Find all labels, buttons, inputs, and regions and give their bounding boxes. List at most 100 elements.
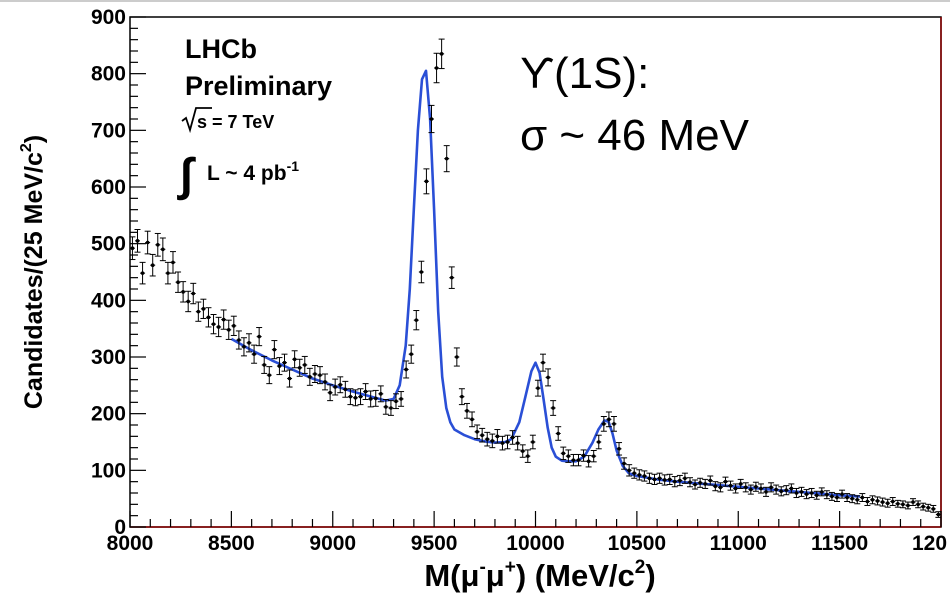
data-point [154, 232, 161, 257]
data-marker [216, 325, 221, 329]
data-point [327, 384, 334, 402]
data-point [220, 309, 227, 330]
data-point [540, 353, 547, 372]
data-marker [708, 478, 713, 483]
data-marker [404, 367, 408, 372]
data-point [610, 416, 617, 432]
data-marker [444, 156, 449, 161]
data-point [311, 365, 318, 383]
data-point [813, 490, 820, 500]
data-marker [860, 495, 865, 500]
x-title-part-1: M(μ [424, 558, 479, 593]
data-marker [313, 372, 317, 376]
x-title-sup-2: + [505, 557, 516, 578]
data-point [717, 482, 724, 493]
data-marker [799, 490, 804, 494]
y-tick-label: 900 [91, 6, 126, 29]
data-marker [825, 492, 829, 497]
y-tick-label: 500 [91, 233, 126, 256]
data-point [230, 315, 237, 336]
data-point [519, 444, 526, 458]
data-point [844, 493, 851, 502]
data-point [463, 402, 470, 419]
data-marker [379, 392, 383, 396]
data-marker [901, 502, 905, 507]
data-marker [551, 406, 555, 410]
luminosity-label: L ~ 4 pb-1 [207, 158, 299, 185]
data-point [823, 490, 830, 500]
data-marker [308, 375, 312, 379]
data-marker [429, 117, 434, 121]
data-point [377, 385, 384, 403]
y-tick-label: 200 [91, 403, 126, 426]
data-point [458, 388, 465, 406]
x-axis-title: M(μ-μ+) (MeV/c2) [424, 557, 655, 593]
data-point [509, 430, 516, 445]
data-marker [525, 454, 530, 458]
data-marker [536, 386, 540, 390]
data-marker [632, 471, 637, 475]
resolution-label: σ ~ 46 MeV [520, 111, 750, 160]
data-marker [896, 501, 900, 506]
y-tick-label: 300 [91, 346, 126, 369]
data-marker [835, 495, 839, 500]
energy-label: s = 7 TeV [197, 112, 274, 132]
data-point [666, 473, 673, 485]
data-marker [880, 500, 885, 504]
data-point [555, 426, 562, 441]
x-title-part-3: ) (MeV/c [516, 558, 635, 593]
data-marker [591, 454, 596, 458]
x-tick-labels: 8000 8500 9000 9500 10000 10500 11000 11500 120 [107, 532, 947, 555]
x-tick-label: 120 [912, 532, 947, 555]
x-tick-label: 10000 [506, 532, 564, 555]
data-marker [191, 291, 196, 296]
x-tick-label: 11000 [710, 532, 767, 555]
data-point [884, 498, 891, 508]
data-point [849, 494, 856, 504]
data-point [676, 474, 683, 487]
data-marker [718, 485, 723, 490]
data-marker [247, 341, 251, 345]
data-point [646, 472, 653, 484]
data-point [347, 388, 354, 406]
data-point [757, 483, 764, 494]
data-marker [698, 481, 702, 485]
data-point [494, 429, 501, 444]
energy-symbol: s [197, 112, 207, 132]
data-point [570, 453, 577, 467]
data-point [864, 497, 871, 506]
data-point [479, 427, 486, 443]
data-marker [318, 373, 322, 377]
data-point [712, 481, 719, 492]
data-point [839, 489, 846, 499]
data-point [773, 484, 780, 495]
data-marker [292, 357, 297, 362]
data-point [524, 449, 531, 463]
data-marker [221, 317, 226, 322]
data-marker [607, 417, 611, 422]
data-marker [510, 435, 515, 440]
data-point [904, 501, 911, 510]
data-marker [885, 501, 890, 506]
data-marker [272, 347, 277, 352]
x-tick-label: 8000 [107, 532, 154, 555]
data-point [854, 495, 861, 505]
data-marker [906, 503, 910, 508]
data-point [529, 434, 536, 450]
data-point [550, 400, 557, 416]
data-marker [759, 486, 763, 491]
data-point [443, 145, 450, 173]
data-marker [373, 396, 378, 401]
data-point [727, 480, 734, 491]
data-marker [237, 338, 241, 342]
data-point [423, 168, 430, 195]
data-marker [931, 507, 936, 511]
data-point [382, 399, 389, 415]
data-marker [384, 405, 388, 409]
data-point [164, 261, 171, 285]
data-point [681, 472, 688, 484]
data-marker [819, 490, 824, 494]
data-point [215, 316, 222, 338]
data-point [337, 376, 344, 394]
y-tick-label: 400 [91, 289, 126, 312]
